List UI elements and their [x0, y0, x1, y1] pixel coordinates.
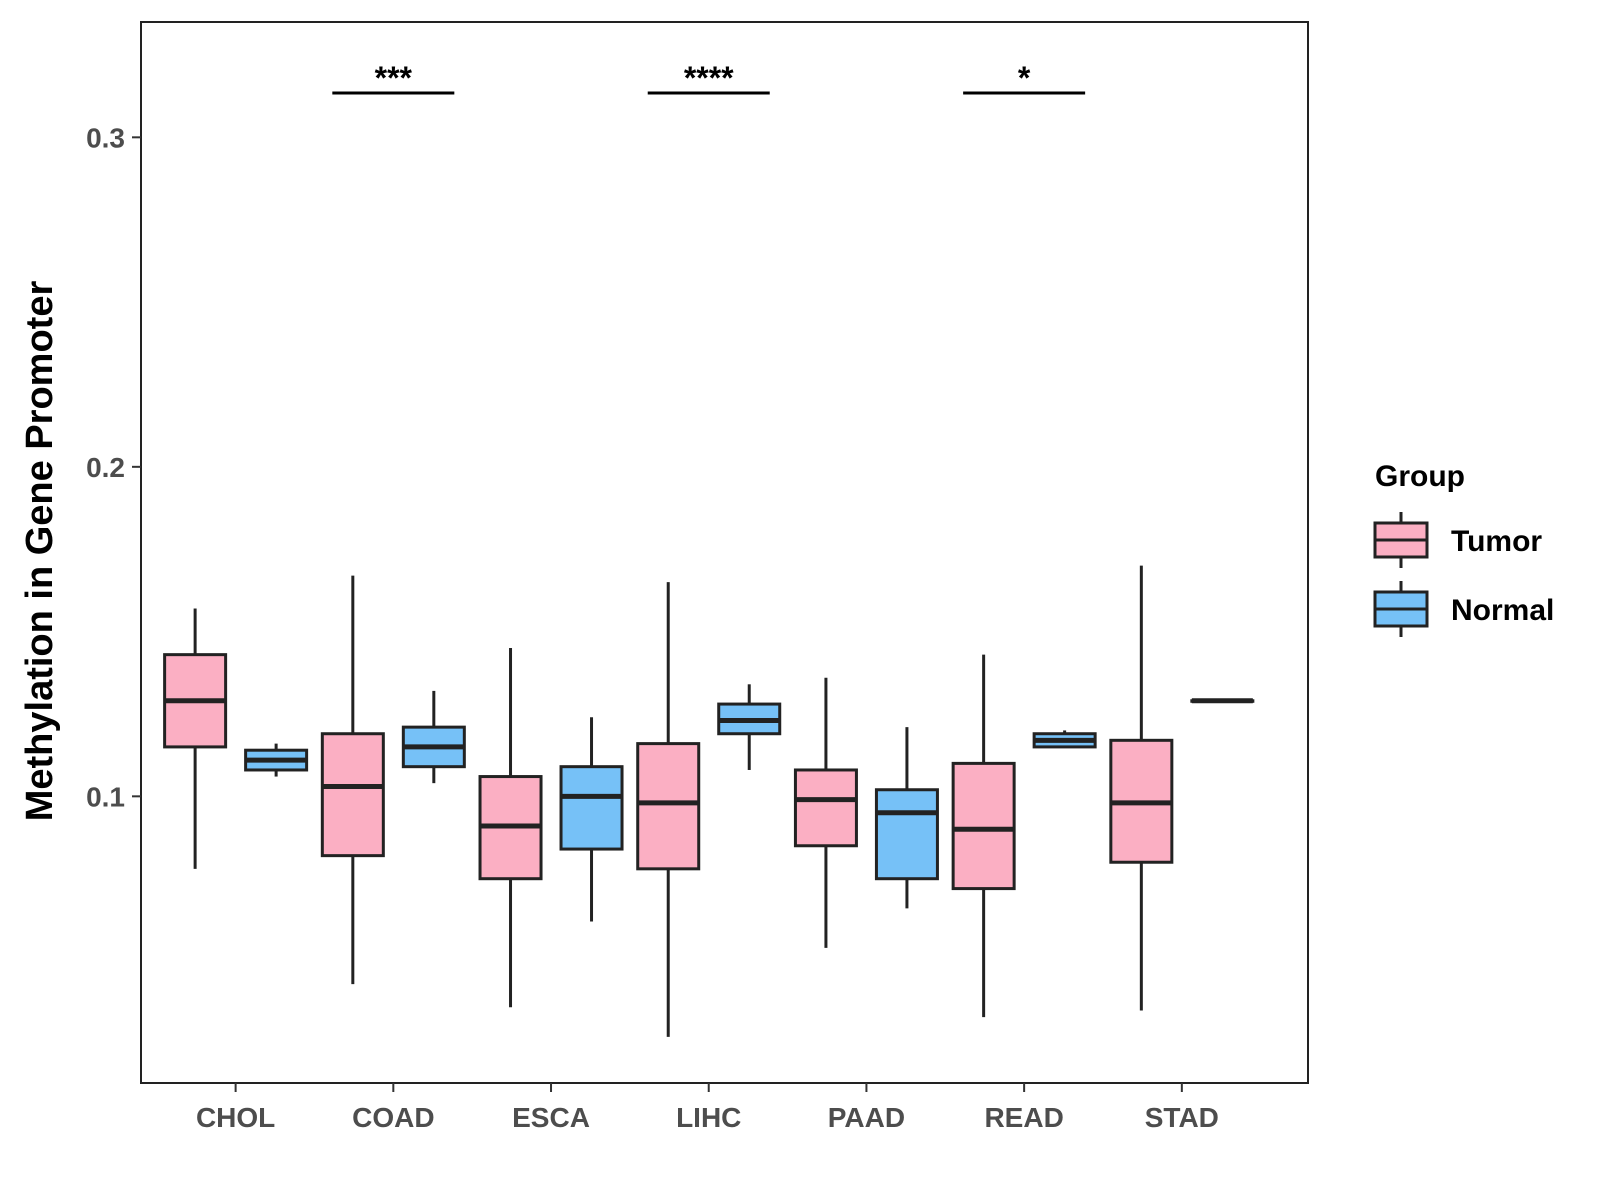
x-tick-label: LIHC [676, 1102, 741, 1133]
x-tick-label: STAD [1145, 1102, 1219, 1133]
y-tick-label: 0.2 [86, 452, 125, 483]
legend-label: Normal [1451, 594, 1554, 627]
x-tick-label: CHOL [196, 1102, 275, 1133]
x-tick-label: ESCA [512, 1102, 590, 1133]
legend-label: Tumor [1451, 525, 1542, 558]
box-tumor-esca [478, 648, 543, 1008]
box-normal-stad [1190, 698, 1255, 704]
x-tick-label: COAD [352, 1102, 434, 1133]
box-tumor-chol [163, 608, 228, 869]
y-tick-label: 0.3 [86, 122, 125, 153]
box-body [636, 742, 701, 871]
significance-label: **** [684, 60, 734, 96]
y-axis-title: Methylation in Gene Promoter [19, 281, 61, 822]
legend-entry-normal: Normal [1373, 581, 1554, 637]
x-tick-label: READ [984, 1102, 1063, 1133]
x-tick-label: PAAD [828, 1102, 905, 1133]
significance-label: *** [375, 60, 413, 96]
box-body [320, 732, 385, 858]
box-body [559, 765, 624, 851]
box-body [874, 788, 939, 881]
y-tick-label: 0.1 [86, 781, 125, 812]
box-tumor-paad [793, 677, 858, 948]
significance-label: * [1018, 60, 1031, 96]
legend: Group Tumor Normal [1373, 460, 1554, 637]
box-tumor-stad [1109, 565, 1174, 1011]
box-normal-read [1032, 730, 1097, 749]
legend-title: Group [1375, 460, 1465, 493]
plot-panel-border [140, 21, 1309, 1084]
box-normal-coad [401, 690, 466, 784]
box-tumor-lihc [636, 582, 701, 1037]
legend-entry-tumor: Tumor [1373, 512, 1542, 568]
box-normal-chol [244, 743, 309, 777]
box-tumor-read [951, 654, 1016, 1018]
box-normal-lihc [717, 684, 782, 770]
box-normal-esca [559, 717, 624, 922]
box-tumor-coad [320, 575, 385, 985]
box-normal-paad [874, 727, 939, 909]
box-body [793, 768, 858, 848]
box-body [951, 761, 1016, 891]
